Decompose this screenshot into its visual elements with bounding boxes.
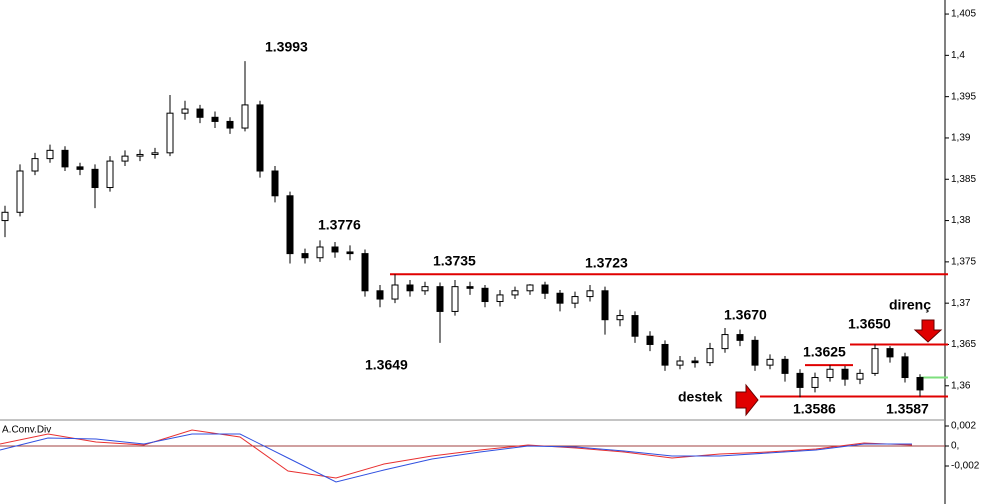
candle-body (346, 251, 354, 255)
annotation: 1.3625 (803, 344, 846, 360)
y-tick-label: 0, (951, 441, 959, 452)
candle-body (916, 377, 924, 391)
candle-body (481, 287, 489, 303)
indicator-line (0, 433, 912, 483)
candle-body (136, 153, 144, 157)
annotation: 1.3670 (724, 307, 767, 323)
y-tick-label: 1,36 (951, 380, 971, 391)
candle-body (121, 155, 129, 162)
candle-body (406, 284, 414, 292)
candle-body (91, 168, 99, 189)
candle-body (571, 296, 579, 304)
candle-body (271, 170, 279, 197)
y-tick-label: 0,002 (951, 421, 976, 432)
indicator-title: A.Conv.Div (2, 425, 51, 436)
annotation: 1.3587 (886, 401, 929, 417)
annotation: 1.3723 (585, 255, 628, 271)
candle-body (841, 368, 849, 380)
candle-body (796, 372, 804, 388)
candle-body (451, 286, 459, 312)
y-tick-label: 1,38 (951, 215, 971, 226)
candle-body (526, 284, 534, 292)
annotation: destek (678, 389, 723, 405)
candle-body (811, 377, 819, 388)
candle-body (766, 358, 774, 366)
y-tick-label: 1,375 (951, 257, 976, 268)
candle-body (496, 294, 504, 303)
candle-body (706, 348, 714, 364)
candle-body (106, 160, 114, 189)
annotation: 1.3650 (848, 316, 891, 332)
candle-body (511, 290, 519, 296)
y-tick-label: 1,39 (951, 133, 971, 144)
candle-body (541, 284, 549, 294)
candle-body (16, 170, 24, 213)
candle-body (256, 104, 264, 172)
candle-body (661, 343, 669, 366)
resistance-arrow (913, 319, 943, 343)
candle-body (391, 284, 399, 300)
candle-body (316, 246, 324, 259)
candle-body (151, 152, 159, 155)
candle-body (196, 108, 204, 118)
candle-body (1, 211, 9, 222)
candle-body (586, 290, 594, 298)
candle-body (886, 348, 894, 358)
annotation: 1.3993 (265, 39, 308, 55)
y-tick-label: 1,365 (951, 339, 976, 350)
candle-body (31, 158, 39, 172)
annotation: 1.3735 (433, 253, 476, 269)
candle-body (721, 334, 729, 350)
candle-body (691, 360, 699, 364)
y-tick-label: 1,385 (951, 174, 976, 185)
candle-body (556, 292, 564, 304)
candle-body (736, 334, 744, 341)
annotation: 1.3649 (365, 357, 408, 373)
support-arrow (735, 383, 759, 417)
candle-body (901, 356, 909, 379)
y-tick-label: 1,405 (951, 9, 976, 20)
y-tick-label: 1,37 (951, 298, 971, 309)
y-tick-label: 1,4 (951, 50, 965, 61)
candle-body (676, 360, 684, 366)
candle-body (226, 120, 234, 129)
candle-body (286, 195, 294, 255)
candle-body (601, 290, 609, 321)
candle-body (421, 286, 429, 292)
annotation: direnç (889, 297, 931, 313)
candle-body (211, 116, 219, 122)
candle-body (781, 358, 789, 374)
candle-body (61, 149, 69, 168)
candle-body (751, 339, 759, 366)
candle-body (646, 335, 654, 345)
candle-body (376, 290, 384, 300)
candle-body (826, 368, 834, 379)
candle-body (466, 286, 474, 289)
candle-body (166, 112, 174, 154)
candle-body (361, 253, 369, 292)
candle-body (46, 149, 54, 160)
annotation: 1.3776 (318, 217, 361, 233)
candle-body (76, 166, 84, 170)
annotation: 1.3586 (793, 401, 836, 417)
candle-body (631, 315, 639, 337)
candle-body (331, 246, 339, 253)
candle-body (871, 348, 879, 374)
y-tick-label: -0,002 (951, 461, 980, 472)
candle-body (301, 253, 309, 259)
candle-body (181, 108, 189, 114)
y-tick-label: 1,395 (951, 91, 976, 102)
candle-body (856, 372, 864, 380)
candle-body (436, 286, 444, 312)
candle-body (241, 104, 249, 129)
candle-body (616, 315, 624, 321)
